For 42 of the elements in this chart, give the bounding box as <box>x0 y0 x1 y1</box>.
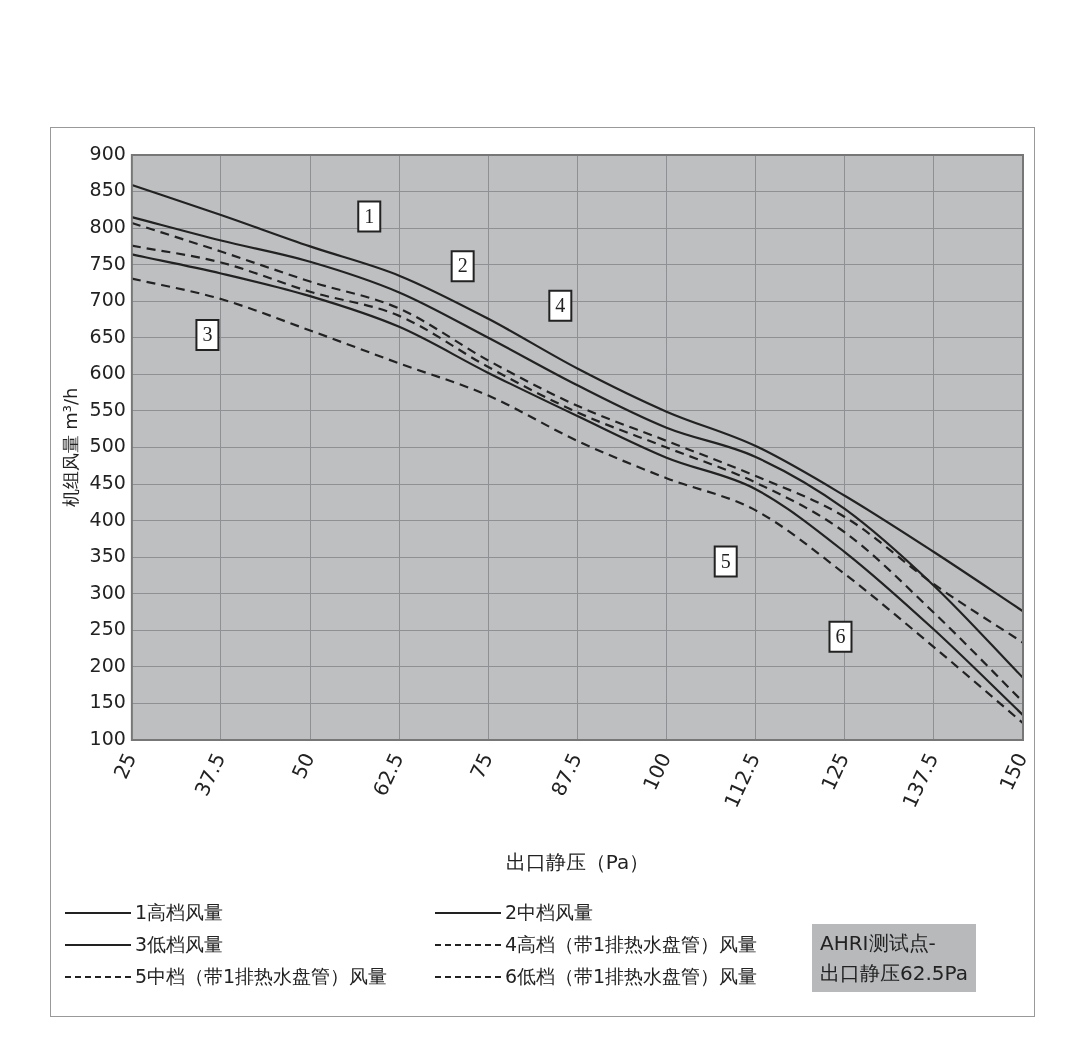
x-tick-label: 87.5 <box>546 749 587 800</box>
y-tick-label: 400 <box>89 507 126 530</box>
y-tick-label: 850 <box>89 178 126 201</box>
x-tick-label: 150 <box>994 749 1033 794</box>
legend-label: 6低档（带1排热水盘管）风量 <box>505 964 758 989</box>
x-tick-label: 50 <box>286 749 320 783</box>
y-tick-label: 700 <box>89 288 126 311</box>
x-tick-label: 62.5 <box>367 749 409 800</box>
y-tick-label: 750 <box>89 251 126 274</box>
y-tick-label: 200 <box>89 653 126 676</box>
x-axis-title: 出口静压（Pa） <box>505 850 650 875</box>
y-tick-label: 500 <box>89 434 126 457</box>
annotation: 4 <box>555 293 566 316</box>
x-tick-label: 75 <box>465 749 498 783</box>
y-tick-label: 250 <box>89 617 126 640</box>
y-tick-label: 800 <box>89 215 126 238</box>
y-tick-label: 600 <box>89 361 126 384</box>
x-tick-label: 125 <box>816 749 855 794</box>
legend-label: 5中档（带1排热水盘管）风量 <box>135 964 388 989</box>
y-tick-label: 450 <box>89 470 126 493</box>
y-tick-label: 650 <box>89 324 126 347</box>
x-tick-label: 100 <box>637 749 676 794</box>
annotation: 6 <box>835 625 846 648</box>
x-tick-label: 137.5 <box>897 749 944 812</box>
text: AHRI测试点- 出口静压62.5Pa <box>812 924 976 992</box>
annotation: 5 <box>720 549 731 572</box>
y-tick-label: 300 <box>89 580 126 603</box>
y-tick-label: 150 <box>89 690 126 713</box>
annotation: 2 <box>457 254 468 277</box>
legend-label: 4高档（带1排热水盘管）风量 <box>505 932 758 957</box>
annotation: 3 <box>202 323 213 346</box>
legend-label: 1高档风量 <box>135 900 224 925</box>
legend-label: 3低档风量 <box>135 932 224 957</box>
x-tick-label: 25 <box>108 749 142 783</box>
annotation: 1 <box>364 204 375 227</box>
y-axis-title: 机组风量 m³/h <box>60 387 82 508</box>
y-tick-label: 900 <box>89 141 126 164</box>
y-tick-label: 350 <box>89 544 126 567</box>
legend-label: 2中档风量 <box>505 900 594 925</box>
x-tick-label: 37.5 <box>189 749 231 800</box>
y-tick-label: 550 <box>89 397 126 420</box>
y-tick-label: 100 <box>89 726 126 749</box>
